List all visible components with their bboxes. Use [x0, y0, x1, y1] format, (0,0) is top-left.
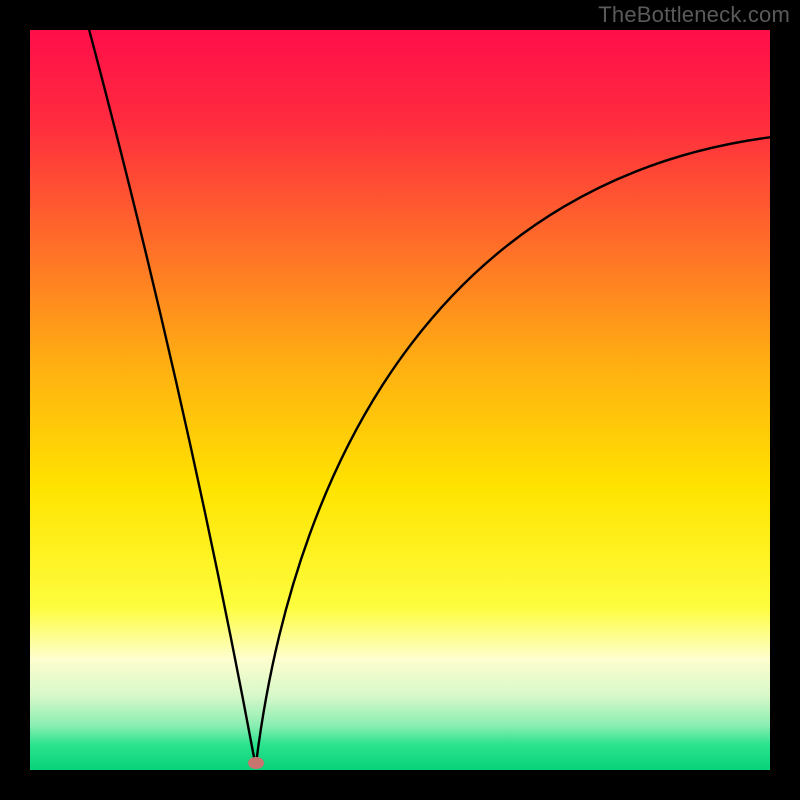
watermark-text: TheBottleneck.com — [598, 2, 790, 28]
plot-area — [30, 30, 770, 770]
bottleneck-curve — [89, 30, 770, 766]
curve-svg — [30, 30, 770, 770]
optimum-marker — [248, 757, 264, 769]
frame-border: TheBottleneck.com — [0, 0, 800, 800]
